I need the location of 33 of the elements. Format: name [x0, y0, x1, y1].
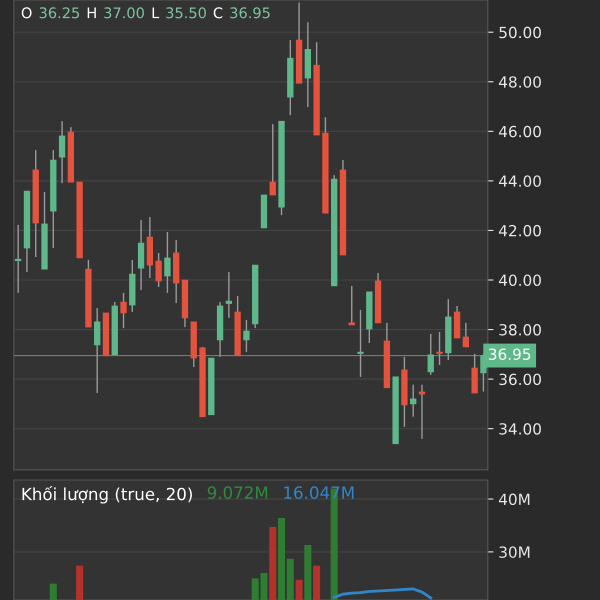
candlestick: [226, 271, 232, 319]
y-tick-label: 36.00: [499, 374, 541, 386]
y-tick-label: 40M: [498, 493, 530, 506]
y-tick-label: 44.00: [498, 175, 541, 187]
candlestick: [120, 292, 127, 329]
candlestick: [418, 384, 426, 440]
candlestick: [164, 231, 171, 294]
annotation: O 36.25 H 37.00 L 35.50 C 36.95: [22, 7, 270, 18]
candlestick: [462, 322, 470, 348]
y-tick-label: 42.00: [498, 224, 541, 236]
candlestick: [58, 120, 66, 184]
annotation: 16.047M: [284, 486, 354, 499]
candlestick: [436, 331, 443, 366]
y-tick-label: 34.00: [499, 423, 541, 435]
y-tick-label: 50.00: [499, 26, 541, 38]
candlestick: [428, 333, 434, 376]
annotation: 9.072M: [208, 486, 268, 499]
y-tick-label: 48.00: [498, 76, 541, 88]
candlestick: [348, 285, 355, 326]
y-tick-label: 46.00: [498, 126, 541, 138]
candlestick: [357, 309, 364, 378]
y-tick-label: 38.00: [499, 324, 541, 336]
y-tick-label: 30M: [499, 546, 530, 558]
annotation: Khối lượng (true, 20): [22, 486, 192, 504]
line-series: [332, 588, 432, 600]
candlestick: [270, 123, 276, 196]
candlestick: [15, 224, 22, 294]
candlestick: [155, 252, 162, 288]
candlestick: [410, 384, 416, 418]
y-tick-label: 40.00: [498, 274, 541, 286]
candlestick: [243, 319, 250, 353]
ref-line-label: 36.95: [488, 348, 530, 360]
candlestick: [94, 307, 100, 394]
